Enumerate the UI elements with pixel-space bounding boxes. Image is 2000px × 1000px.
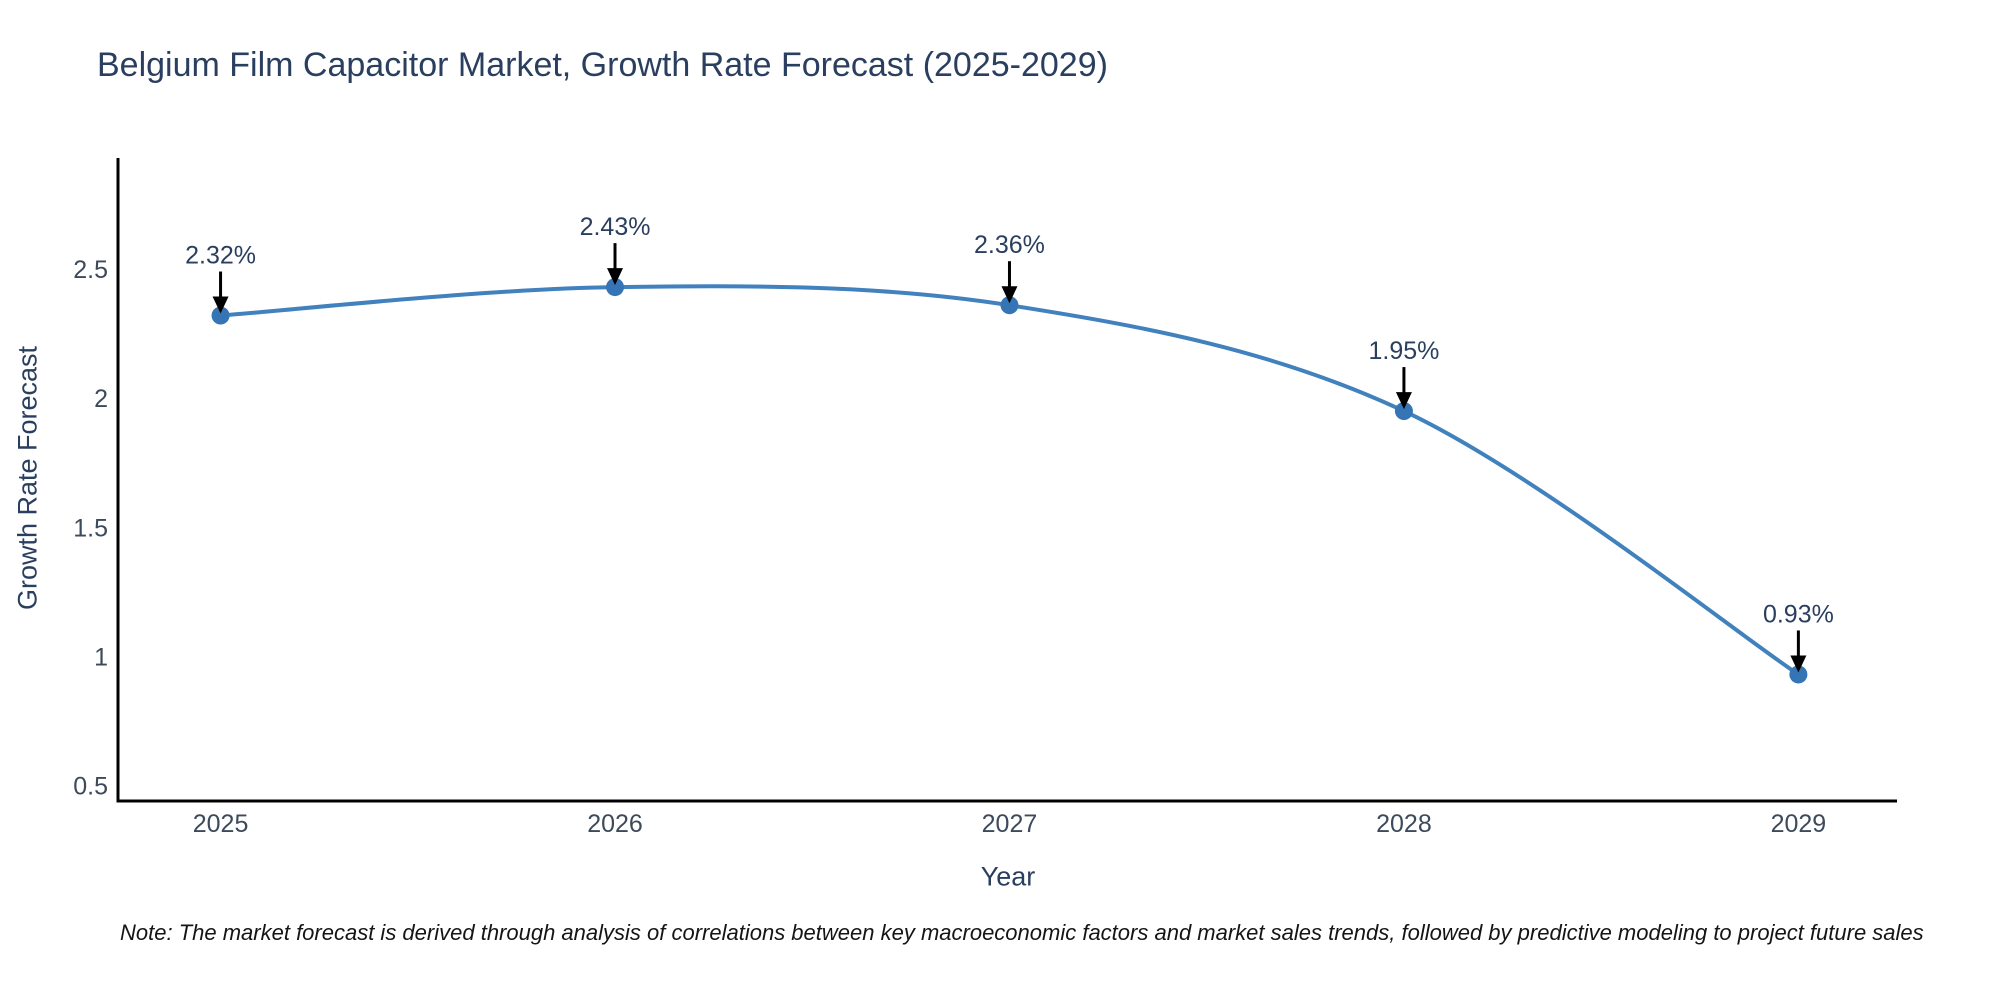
y-tick-label: 0.5 (73, 773, 108, 801)
data-point-marker (211, 306, 230, 325)
x-tick-label: 2026 (587, 810, 643, 838)
annotation-arrowhead (607, 268, 624, 286)
y-tick-label: 1 (94, 643, 108, 671)
chart-title: Belgium Film Capacitor Market, Growth Ra… (97, 46, 1108, 84)
annotation-arrowhead (1395, 392, 1412, 410)
annotation-label: 1.95% (1368, 337, 1439, 365)
y-tick-label: 2 (94, 385, 108, 413)
x-tick-label: 2025 (193, 810, 249, 838)
x-tick-label: 2028 (1376, 810, 1432, 838)
y-tick-label: 2.5 (73, 256, 108, 284)
footnote: Note: The market forecast is derived thr… (120, 920, 1924, 945)
annotation-arrowhead (212, 296, 229, 314)
annotation-arrowhead (1001, 286, 1018, 304)
data-point-marker (1000, 296, 1019, 315)
series-line (218, 284, 1801, 677)
data-point-marker (1789, 665, 1808, 684)
data-point-marker (606, 278, 625, 297)
annotation-arrowhead (1790, 655, 1807, 673)
x-tick-label: 2027 (982, 810, 1038, 838)
axes-lines (116, 158, 1897, 803)
x-tick-label: 2029 (1771, 810, 1827, 838)
annotation-label: 2.36% (974, 231, 1045, 259)
annotation-label: 2.43% (580, 213, 651, 241)
annotation-label: 2.32% (185, 242, 256, 270)
data-point-marker (1394, 402, 1413, 421)
y-tick-label: 1.5 (73, 514, 108, 542)
annotation-label: 0.93% (1763, 600, 1834, 628)
x-axis-title: Year (980, 861, 1036, 892)
